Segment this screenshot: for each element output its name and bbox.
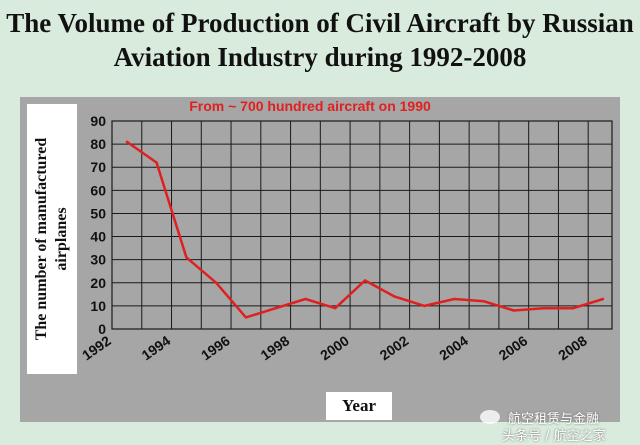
x-tick-label: 2002 (377, 332, 412, 363)
y-tick-label: 70 (90, 159, 106, 175)
y-tick-label: 10 (90, 298, 106, 314)
series-line (126, 140, 604, 319)
x-tick-label: 2008 (555, 332, 590, 363)
x-tick-label: 1996 (198, 332, 233, 363)
title-line-2: Aviation Industry during 1992-2008 (113, 42, 527, 72)
data-series (125, 140, 605, 319)
y-tick-label: 40 (90, 229, 106, 245)
data-point (185, 256, 188, 259)
y-tick-label: 80 (90, 136, 106, 152)
x-axis-label-box (326, 392, 392, 420)
chart-annotation: From ~ 700 hundred aircraft on 1990 (189, 98, 431, 114)
y-tick-label: 20 (90, 275, 106, 291)
chart-title: The Volume of Production of Civil Aircra… (0, 6, 640, 74)
x-tick-label: 2004 (436, 332, 471, 363)
plot-border (111, 120, 613, 330)
y-axis-label-box (27, 104, 77, 374)
data-point (244, 316, 248, 319)
x-tick-label: 1992 (79, 332, 114, 363)
y-tick-label: 50 (90, 205, 106, 221)
x-tick-label: 2006 (496, 332, 531, 363)
y-tick-label: 0 (98, 321, 106, 337)
data-point (274, 307, 277, 310)
watermark: 航空租赁与金融 头条号 / 航空之家 (480, 408, 630, 444)
watermark-line-2: 头条号 / 航空之家 (502, 429, 606, 444)
data-point (334, 307, 337, 310)
chat-bubble-icon (480, 410, 500, 424)
x-tick-label: 2000 (317, 332, 352, 363)
y-tick-label: 30 (90, 252, 106, 268)
title-line-1: The Volume of Production of Civil Aircra… (6, 8, 634, 38)
data-point (453, 297, 456, 301)
data-point (125, 140, 129, 143)
data-point (393, 295, 396, 298)
data-point (304, 297, 307, 301)
x-tick-label: 1998 (258, 332, 293, 363)
data-point (512, 309, 515, 312)
data-point (363, 279, 367, 282)
data-point (214, 281, 218, 284)
data-point (423, 304, 426, 308)
y-tick-label: 90 (90, 113, 106, 129)
watermark-line-1: 航空租赁与金融 (508, 412, 600, 427)
y-tick-labels: 0 10 20 30 40 50 60 70 80 90 (90, 113, 106, 337)
grid-lines (111, 120, 613, 330)
data-point (572, 307, 575, 310)
data-point (155, 161, 158, 164)
data-point (542, 307, 545, 310)
data-point (482, 300, 486, 303)
x-tick-labels: 1992 1994 1996 1998 2000 2002 2004 2006 2008 (79, 332, 590, 363)
x-tick-label: 1994 (139, 332, 174, 363)
x-axis-label: Year (342, 396, 376, 415)
data-point (601, 297, 605, 301)
y-tick-label: 60 (90, 182, 106, 198)
